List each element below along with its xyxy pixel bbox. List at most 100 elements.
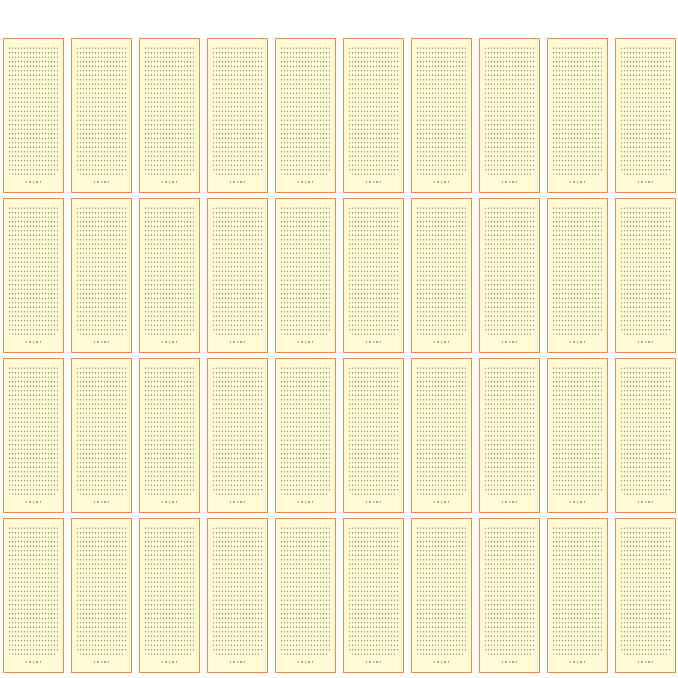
footer-dot bbox=[583, 661, 586, 663]
dot-pattern bbox=[484, 206, 536, 336]
footer-dot bbox=[444, 501, 446, 503]
footer-dot bbox=[29, 661, 31, 663]
sheet-footer-dots bbox=[208, 181, 267, 184]
footer-dot bbox=[505, 501, 507, 503]
footer-dot bbox=[576, 181, 579, 183]
footer-dot bbox=[32, 341, 35, 343]
footer-dot bbox=[36, 181, 38, 183]
dot-pattern bbox=[416, 366, 468, 496]
sheet-footer-dots bbox=[72, 661, 131, 664]
dotted-sheet bbox=[3, 38, 64, 193]
dotted-sheet bbox=[275, 38, 336, 193]
dot-pattern bbox=[280, 46, 332, 176]
footer-dot bbox=[304, 181, 307, 183]
footer-dot bbox=[161, 181, 164, 183]
sheet-footer-dots bbox=[72, 501, 131, 504]
footer-dot bbox=[501, 661, 504, 663]
dot-pattern bbox=[144, 46, 196, 176]
footer-dot bbox=[515, 341, 518, 343]
footer-dot bbox=[175, 661, 178, 663]
footer-dot bbox=[501, 181, 504, 183]
sheet-footer-dots bbox=[72, 181, 131, 184]
footer-dot bbox=[641, 341, 643, 343]
dot-pattern bbox=[212, 206, 264, 336]
dot-pattern bbox=[8, 366, 60, 496]
dotted-sheet bbox=[207, 518, 268, 673]
footer-dot bbox=[229, 341, 232, 343]
footer-dot bbox=[97, 661, 99, 663]
dotted-sheet bbox=[139, 518, 200, 673]
footer-dot bbox=[104, 501, 106, 503]
footer-dot bbox=[372, 341, 375, 343]
footer-dot bbox=[501, 501, 504, 503]
footer-dot bbox=[93, 501, 96, 503]
footer-dot bbox=[648, 661, 650, 663]
footer-dot bbox=[515, 501, 518, 503]
footer-dot bbox=[376, 501, 378, 503]
dot-pattern bbox=[348, 206, 400, 336]
dot-pattern bbox=[620, 526, 672, 656]
sheet-footer-dots bbox=[208, 501, 267, 504]
dotted-sheet bbox=[71, 518, 132, 673]
footer-dot bbox=[297, 501, 300, 503]
dotted-sheet bbox=[479, 198, 540, 353]
sheet-footer-dots bbox=[276, 181, 335, 184]
footer-dot bbox=[447, 661, 450, 663]
footer-dot bbox=[644, 501, 647, 503]
dotted-sheet bbox=[275, 518, 336, 673]
footer-dot bbox=[369, 341, 371, 343]
sheet-footer-dots bbox=[140, 661, 199, 664]
sheet-footer-dots bbox=[412, 341, 471, 344]
footer-dot bbox=[573, 181, 575, 183]
dotted-sheet bbox=[343, 38, 404, 193]
dot-pattern bbox=[484, 46, 536, 176]
dotted-sheet bbox=[3, 518, 64, 673]
footer-dot bbox=[580, 501, 582, 503]
footer-dot bbox=[501, 341, 504, 343]
footer-dot bbox=[573, 661, 575, 663]
sheet-grid bbox=[3, 38, 676, 673]
footer-dot bbox=[168, 341, 171, 343]
footer-dot bbox=[311, 181, 314, 183]
dotted-sheet bbox=[615, 38, 676, 193]
dot-pattern bbox=[348, 526, 400, 656]
footer-dot bbox=[508, 181, 511, 183]
dot-pattern bbox=[552, 206, 604, 336]
footer-dot bbox=[651, 181, 654, 183]
footer-dot bbox=[512, 661, 514, 663]
footer-dot bbox=[297, 181, 300, 183]
footer-dot bbox=[25, 181, 28, 183]
footer-dot bbox=[29, 181, 31, 183]
footer-dot bbox=[440, 661, 443, 663]
footer-dot bbox=[39, 501, 42, 503]
dot-pattern bbox=[76, 366, 128, 496]
dotted-sheet bbox=[615, 358, 676, 513]
footer-dot bbox=[165, 341, 167, 343]
footer-dot bbox=[25, 501, 28, 503]
footer-dot bbox=[365, 501, 368, 503]
dotted-sheet bbox=[71, 358, 132, 513]
footer-dot bbox=[172, 341, 174, 343]
dotted-sheet bbox=[343, 358, 404, 513]
dot-pattern bbox=[212, 366, 264, 496]
sheet-footer-dots bbox=[616, 661, 675, 664]
footer-dot bbox=[36, 341, 38, 343]
footer-dot bbox=[447, 341, 450, 343]
sheet-footer-dots bbox=[616, 341, 675, 344]
footer-dot bbox=[100, 341, 103, 343]
sheet-footer-dots bbox=[72, 341, 131, 344]
dot-pattern bbox=[280, 366, 332, 496]
dotted-sheet bbox=[479, 518, 540, 673]
dot-pattern bbox=[620, 46, 672, 176]
footer-dot bbox=[175, 501, 178, 503]
footer-dot bbox=[440, 501, 443, 503]
footer-dot bbox=[651, 661, 654, 663]
footer-dot bbox=[172, 501, 174, 503]
footer-dot bbox=[444, 661, 446, 663]
dot-pattern bbox=[8, 46, 60, 176]
sheet-footer-dots bbox=[548, 181, 607, 184]
footer-dot bbox=[39, 341, 42, 343]
sheet-footer-dots bbox=[616, 501, 675, 504]
dotted-sheet bbox=[275, 358, 336, 513]
footer-dot bbox=[308, 661, 310, 663]
